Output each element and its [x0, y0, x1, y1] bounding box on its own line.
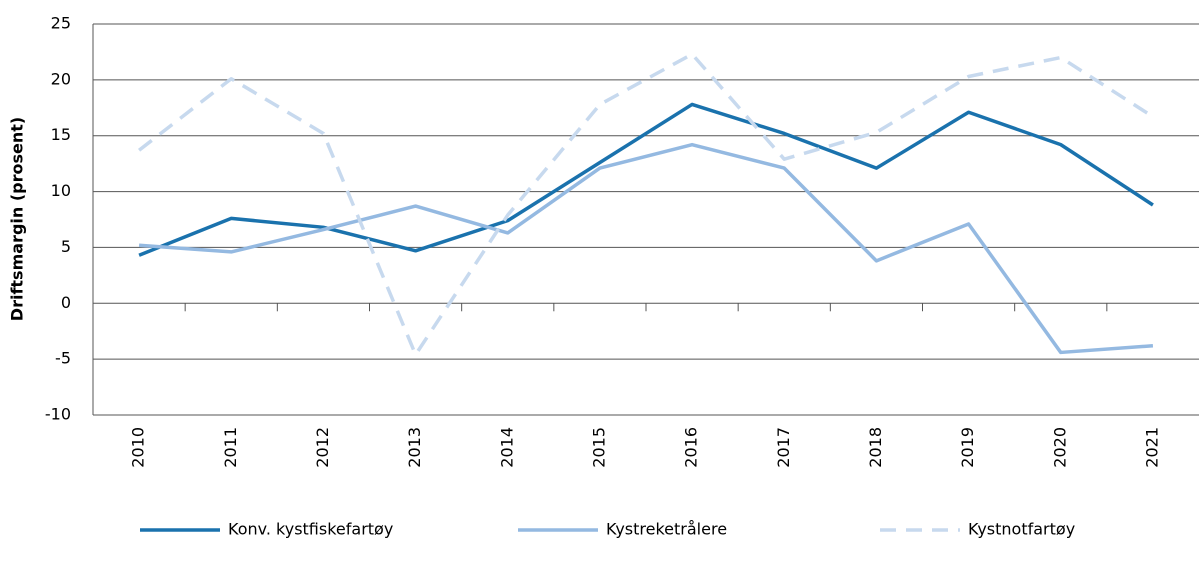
x-tick-label: 2015	[589, 427, 608, 468]
x-tick-label: 2016	[682, 427, 701, 468]
y-axis-label: Driftsmargin (prosent)	[8, 117, 27, 321]
x-tick-label: 2017	[774, 427, 793, 468]
y-tick-label: -5	[55, 349, 71, 368]
y-tick-label: 20	[51, 69, 71, 88]
x-tick-label: 2020	[1050, 427, 1069, 468]
series-line	[138, 102, 1154, 257]
y-tick-label: 10	[51, 181, 71, 200]
x-tick-label: 2021	[1142, 427, 1161, 468]
y-tick-label: -10	[45, 405, 71, 424]
x-tick-label: 2012	[313, 427, 332, 468]
x-tick-label: 2010	[129, 427, 148, 468]
x-tick-label: 2011	[221, 427, 240, 468]
legend-label: Konv. kystfiskefartøy	[228, 520, 393, 539]
x-tick-label: 2013	[405, 427, 424, 468]
x-tick-label: 2018	[866, 427, 885, 468]
y-tick-label: 0	[61, 293, 71, 312]
legend-label: Kystreketrålere	[606, 520, 727, 539]
y-tick-label: 5	[61, 237, 71, 256]
y-tick-label: 15	[51, 125, 71, 144]
legend-label: Kystnotfartøy	[968, 520, 1075, 539]
x-tick-label: 2019	[958, 427, 977, 468]
series-line	[138, 142, 1154, 355]
x-tick-label: 2014	[497, 427, 516, 468]
y-tick-label: 25	[51, 14, 71, 33]
